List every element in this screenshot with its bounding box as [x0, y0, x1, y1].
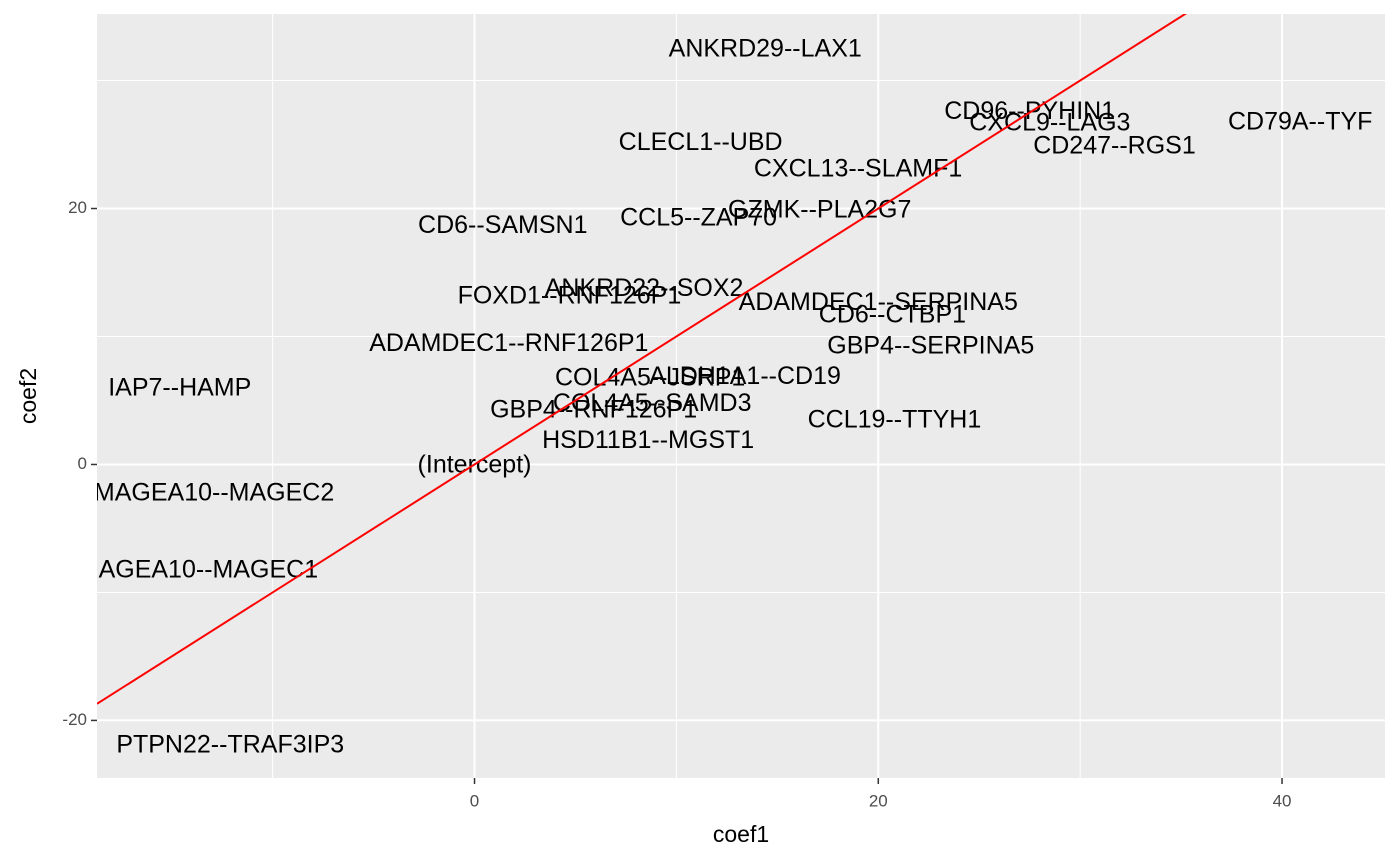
point-label: MAGEA10--MAGEC1 — [78, 555, 318, 583]
point-label: CXCL13--SLAMF1 — [754, 155, 962, 183]
axes: 0 20 40 -20 0 20 — [62, 198, 1291, 810]
x-tick-label: 40 — [1273, 791, 1292, 810]
x-tick-label: 20 — [869, 791, 888, 810]
y-tick-label: 0 — [78, 454, 87, 473]
point-label: GZMK--PLA2G7 — [728, 196, 911, 224]
x-axis-title: coef1 — [713, 821, 769, 847]
point-label: CXCL9--LAG3 — [969, 109, 1130, 137]
y-tick-label: -20 — [62, 710, 87, 729]
point-label: HSD11B1--MGST1 — [542, 426, 754, 454]
point-label: ANKRD22--SOX2 — [545, 274, 744, 302]
point-label: CD6--CTBP1 — [819, 301, 966, 329]
grid — [97, 14, 1385, 778]
x-tick-label: 0 — [470, 791, 479, 810]
panel — [97, 14, 1385, 778]
point-label: ANKRD29--LAX1 — [669, 34, 862, 62]
point-label: PTPN22--TRAF3IP3 — [116, 731, 344, 759]
point-label: MAGEA10--MAGEC2 — [94, 479, 334, 507]
point-label: CD247--RGS1 — [1033, 132, 1196, 160]
y-tick-label: 20 — [68, 198, 87, 217]
point-label: CLECL1--UBD — [619, 128, 783, 156]
point-label: GBP4--RNF126P1 — [490, 395, 697, 423]
point-label: CD6--SAMSN1 — [418, 211, 587, 239]
y-axis-title: coef2 — [15, 368, 41, 424]
point-label: FOXD1--RNF126P1 — [458, 281, 682, 309]
point-label: ALDH1A1--CD19 — [649, 362, 841, 390]
point-label: CCL5--ZAP70 — [620, 203, 777, 231]
point-label: ADAMDEC1--RNF126P1 — [369, 329, 648, 357]
point-label: CD96--PYHIN1 — [944, 97, 1115, 125]
point-label: CCL19--TTYH1 — [808, 406, 982, 434]
point-label: GBP4--SERPINA5 — [827, 331, 1034, 359]
reference-line — [97, 14, 1188, 705]
point-label: IAP7--HAMP — [108, 374, 251, 402]
point-label: CD79A--TYF — [1228, 107, 1372, 135]
point-label: ADAMDEC1--SERPINA5 — [739, 288, 1018, 316]
point-label: COL4A5--JSRP1 — [555, 363, 745, 391]
